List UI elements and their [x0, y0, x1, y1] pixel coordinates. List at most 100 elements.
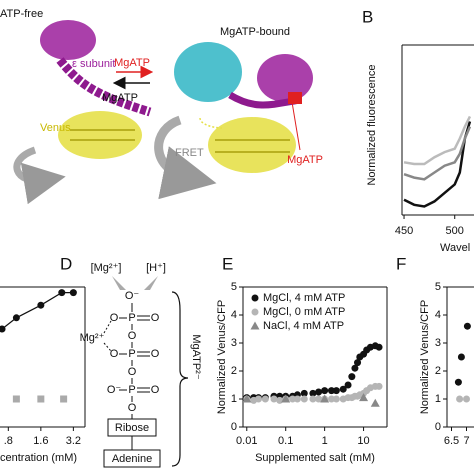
atom-label: O⁻	[125, 290, 140, 302]
point	[344, 381, 352, 389]
point	[332, 395, 340, 403]
atom-label: O	[128, 402, 137, 414]
point	[375, 382, 383, 390]
point	[463, 322, 471, 330]
y-tick-label: 5	[231, 281, 237, 293]
point	[456, 395, 464, 403]
point	[37, 395, 45, 403]
y-tick-label: 4	[435, 309, 441, 321]
point	[332, 387, 340, 395]
panel-letter: D	[60, 254, 72, 273]
point	[359, 393, 369, 402]
point	[327, 387, 335, 395]
point	[69, 289, 77, 297]
point	[339, 385, 347, 393]
plot-area	[403, 115, 472, 208]
y-tick-label: 2	[231, 365, 237, 377]
point	[354, 359, 362, 367]
x-tick-label: 500	[446, 225, 464, 237]
point	[281, 394, 291, 403]
state-label: ATP-free	[0, 8, 43, 20]
epsilon-label: ε subunit	[72, 58, 115, 70]
x-tick-label: 3.2	[66, 435, 81, 447]
legend-label: MgCl, 4 mM ATP	[263, 292, 345, 304]
atom-label: O	[151, 312, 160, 324]
point	[320, 394, 330, 403]
ion-label: [H⁺]	[146, 262, 166, 274]
group-label: Adenine	[112, 453, 152, 465]
legend-marker	[251, 294, 259, 302]
x-tick-label: 0.01	[236, 435, 257, 447]
panel-letter: E	[222, 254, 233, 273]
point	[348, 373, 356, 381]
series-line	[1, 292, 74, 330]
atom-label: P	[128, 312, 135, 324]
series-line	[403, 121, 472, 208]
atom-label: O	[151, 348, 160, 360]
y-tick-label: 5	[435, 281, 441, 293]
atom-label: O	[110, 348, 119, 360]
x-tick-label: 6.5	[444, 435, 459, 447]
x-axis-label: centration (mM)	[0, 452, 77, 464]
structure-diagram	[103, 276, 189, 468]
y-tick-label: 1	[435, 393, 441, 405]
point	[58, 289, 66, 297]
y-tick-label: 1	[231, 393, 237, 405]
panel-letter: F	[396, 254, 406, 273]
ligand-label: MgATP	[114, 57, 150, 69]
point	[243, 394, 252, 403]
point	[315, 395, 323, 403]
point	[463, 395, 470, 403]
x-tick-label: 450	[395, 225, 413, 237]
y-axis-label: Normalized Venus/CFP	[419, 300, 431, 414]
point	[300, 395, 308, 403]
plot-area	[0, 289, 77, 403]
y-tick-label: 0	[435, 421, 441, 433]
point	[309, 395, 317, 403]
point	[309, 389, 317, 397]
y-axis-label: Normalized Venus/CFP	[216, 300, 228, 414]
y-tick-label: 0	[231, 421, 237, 433]
legend-label: NaCl, 4 mM ATP	[263, 320, 344, 332]
atom-label: P	[128, 348, 135, 360]
series-line	[403, 115, 472, 166]
point	[60, 395, 68, 403]
point	[370, 398, 380, 407]
atom-label: O	[151, 384, 160, 396]
point	[12, 314, 20, 322]
molecule-label: MgATP²⁻	[190, 334, 202, 380]
plot-area	[243, 342, 383, 407]
x-tick-label: 10	[357, 435, 369, 447]
ion-label: [Mg²⁺]	[91, 262, 122, 274]
group-label: Ribose	[115, 422, 149, 434]
point	[321, 387, 329, 395]
point	[315, 388, 323, 396]
atom-label: O	[128, 366, 137, 378]
point	[457, 353, 465, 361]
point	[351, 364, 359, 372]
x-tick-label: 1	[322, 435, 328, 447]
x-tick-label: 7	[463, 435, 469, 447]
legend-label: MgCl, 0 mM ATP	[263, 306, 345, 318]
y-axis-label: Normalized fluorescence	[366, 64, 378, 185]
plot-area	[454, 322, 471, 403]
point	[276, 396, 284, 404]
x-tick-label: 0.1	[278, 435, 293, 447]
fret-label: FRET	[175, 147, 204, 159]
point	[289, 395, 297, 403]
point	[300, 389, 308, 397]
atom-label: O	[128, 330, 137, 342]
point	[12, 395, 20, 403]
y-tick-label: 3	[231, 337, 237, 349]
atom-label: O	[110, 312, 119, 324]
point	[254, 395, 262, 403]
ligand-label: MgATP	[102, 92, 138, 104]
y-tick-label: 3	[435, 337, 441, 349]
legend-marker	[250, 321, 260, 330]
atom-label: O⁻	[107, 384, 122, 396]
panel-letter: B	[362, 7, 373, 26]
point	[375, 343, 383, 351]
y-tick-label: 4	[231, 309, 237, 321]
x-tick-label: 1.6	[33, 435, 48, 447]
